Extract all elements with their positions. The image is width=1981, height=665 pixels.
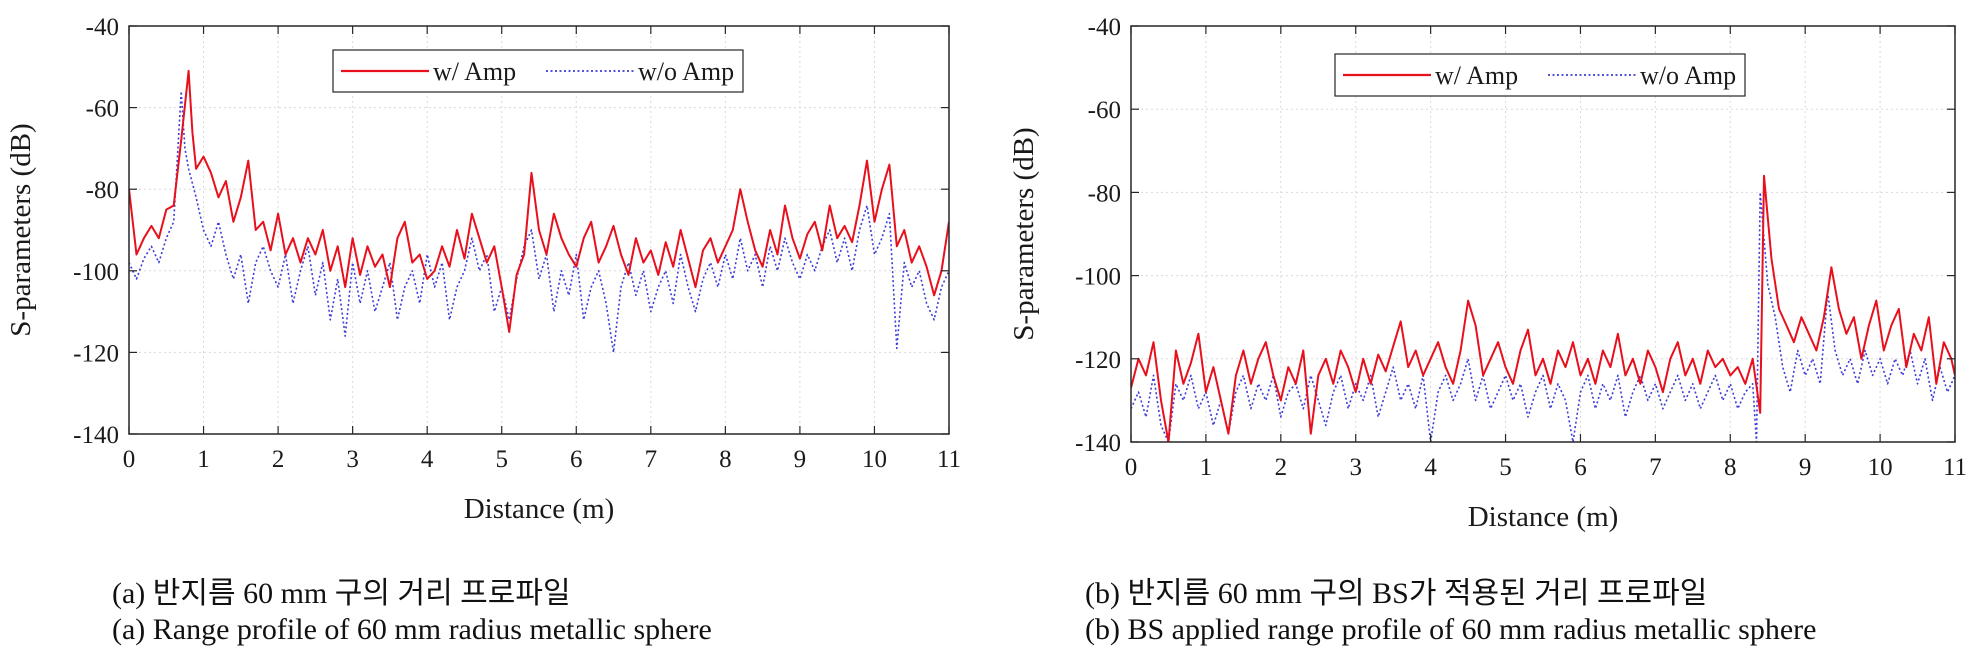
y-tick-label: -100 bbox=[1075, 264, 1121, 291]
caption-b-english: (b) BS applied range profile of 60 mm ra… bbox=[1085, 613, 1817, 646]
y-tick-label: -140 bbox=[1075, 430, 1121, 457]
plot-area bbox=[1131, 174, 1955, 442]
y-tick-label: -80 bbox=[86, 177, 119, 204]
series-line-wamp bbox=[1131, 174, 1955, 442]
legend: w/ Amp w/o Amp bbox=[1334, 53, 1746, 97]
legend-label-woamp: w/o Amp bbox=[1640, 61, 1736, 90]
y-tick-label: -120 bbox=[1075, 347, 1121, 374]
x-tick-label: 9 bbox=[794, 446, 807, 473]
legend-label-woamp: w/o Amp bbox=[638, 57, 734, 86]
x-tick-label: 0 bbox=[1125, 454, 1138, 481]
x-tick-label: 7 bbox=[645, 446, 658, 473]
y-tick-label: -120 bbox=[73, 340, 119, 367]
chart-b: 0 1 2 3 4 5 6 7 8 9 10 11 -40 -60 -80 -100 -120 -140 Dista… bbox=[1008, 14, 1967, 533]
x-tick-label: 8 bbox=[1724, 454, 1737, 481]
x-axis-label: Distance (m) bbox=[1468, 501, 1619, 533]
x-tick-label: 4 bbox=[421, 446, 434, 473]
x-tick-label: 11 bbox=[1943, 454, 1967, 481]
axes-frame bbox=[128, 25, 950, 435]
x-tick-label: 7 bbox=[1649, 454, 1662, 481]
x-tick-label: 6 bbox=[1574, 454, 1587, 481]
x-tick-label: 4 bbox=[1424, 454, 1437, 481]
series-line-woamp bbox=[1131, 191, 1955, 442]
x-tick-label: 8 bbox=[719, 446, 732, 473]
y-tick-label: -40 bbox=[1088, 14, 1121, 41]
x-tick-label: 5 bbox=[495, 446, 508, 473]
y-tick-label: -80 bbox=[1088, 180, 1121, 207]
x-tick-label: 3 bbox=[1349, 454, 1362, 481]
series-line-wamp bbox=[129, 69, 949, 333]
x-tick-label: 2 bbox=[272, 446, 285, 473]
x-tick-label: 3 bbox=[346, 446, 359, 473]
x-tick-label: 0 bbox=[123, 446, 136, 473]
x-tick-label: 9 bbox=[1799, 454, 1812, 481]
y-axis-label: S-parameters (dB) bbox=[1008, 127, 1040, 340]
y-tick-label: -60 bbox=[1088, 97, 1121, 124]
legend-label-wamp: w/ Amp bbox=[1435, 61, 1518, 90]
plot-area bbox=[129, 69, 949, 354]
y-tick-label: -60 bbox=[86, 96, 119, 123]
axes-frame bbox=[1130, 25, 1956, 443]
x-tick-label: 2 bbox=[1275, 454, 1288, 481]
x-tick-label: 10 bbox=[1868, 454, 1893, 481]
legend: w/ Amp w/o Amp bbox=[332, 49, 744, 93]
x-tick-label: 11 bbox=[937, 446, 961, 473]
x-tick-label: 10 bbox=[862, 446, 887, 473]
series-line-woamp bbox=[129, 90, 949, 354]
x-tick-label: 1 bbox=[197, 446, 210, 473]
y-tick-label: -140 bbox=[73, 422, 119, 449]
x-tick-label: 5 bbox=[1499, 454, 1512, 481]
x-tick-label: 6 bbox=[570, 446, 583, 473]
chart-a: 0 1 2 3 4 5 6 7 8 9 10 11 -40 -60 -80 -100 -120 -140 Dista… bbox=[5, 14, 961, 525]
x-tick-label: 1 bbox=[1200, 454, 1213, 481]
caption-a-korean: (a) 반지름 60 mm 구의 거리 프로파일 bbox=[112, 577, 571, 610]
caption-a-english: (a) Range profile of 60 mm radius metall… bbox=[112, 613, 712, 646]
legend-label-wamp: w/ Amp bbox=[433, 57, 516, 86]
y-tick-label: -100 bbox=[73, 259, 119, 286]
y-tick-label: -40 bbox=[86, 14, 119, 41]
y-axis-label: S-parameters (dB) bbox=[5, 123, 37, 336]
x-axis-label: Distance (m) bbox=[464, 493, 615, 525]
caption-b-korean: (b) 반지름 60 mm 구의 BS가 적용된 거리 프로파일 bbox=[1085, 577, 1708, 610]
